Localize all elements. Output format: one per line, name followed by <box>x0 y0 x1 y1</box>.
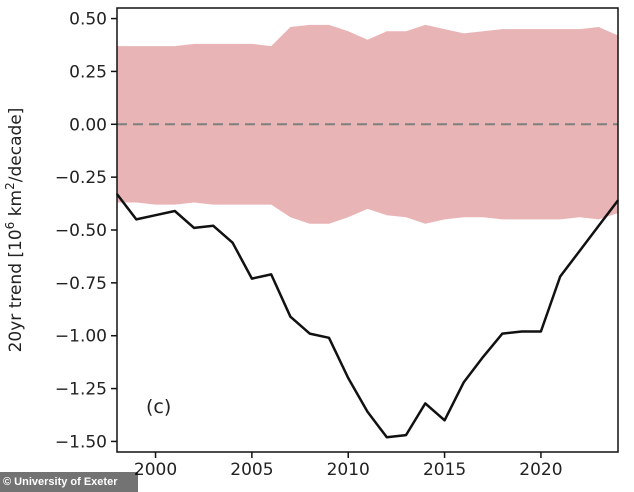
trend-point <box>443 419 446 422</box>
uncertainty-band <box>117 24 618 224</box>
trend-point <box>578 250 581 252</box>
trend-point <box>308 332 311 335</box>
x-tick-label: 2000 <box>134 460 177 480</box>
trend-point <box>385 436 388 439</box>
y-tick-label: −1.00 <box>55 327 107 347</box>
panel-label: (c) <box>146 396 171 418</box>
x-tick-label: 2005 <box>230 460 273 480</box>
y-tick-label: −0.50 <box>55 221 107 241</box>
x-tick-label: 2015 <box>423 460 466 480</box>
y-tick-label: 0.25 <box>69 62 107 82</box>
trend-point <box>251 277 253 280</box>
trend-point <box>520 330 523 333</box>
trend-point <box>231 241 234 244</box>
y-tick-label: −0.25 <box>55 168 107 188</box>
trend-point <box>501 332 504 335</box>
x-tick-label: 2020 <box>519 460 562 480</box>
trend-point <box>597 224 600 227</box>
trend-point <box>347 377 350 379</box>
trend-point <box>135 218 138 221</box>
trend-point <box>174 210 176 212</box>
y-axis-title-superscript: 6 <box>3 222 17 230</box>
trend-point <box>270 273 272 276</box>
y-tick-label: −1.50 <box>55 432 107 452</box>
trend-point <box>540 330 542 333</box>
y-axis-title-part: km <box>6 190 26 222</box>
trend-point <box>559 275 561 278</box>
y-axis-title-part: /decade] <box>6 108 26 183</box>
trend-point <box>482 356 484 358</box>
trend-point <box>193 227 195 229</box>
trend-point <box>366 411 369 413</box>
x-tick-label: 2010 <box>327 460 370 480</box>
trend-point <box>463 381 465 384</box>
y-tick-label: −0.75 <box>55 274 107 294</box>
trend-line <box>116 193 619 439</box>
uncertainty-band-layer <box>117 24 618 224</box>
trend-point <box>405 434 407 436</box>
y-tick-label: 0.00 <box>69 115 107 135</box>
y-tick-label: 0.50 <box>69 10 107 30</box>
y-axis-title-superscript: 2 <box>3 182 17 190</box>
y-axis-title: 20yr trend [106 km2/decade] <box>3 108 26 353</box>
y-axis-title-part: 20yr trend [10 <box>6 229 26 352</box>
trend-point <box>424 402 427 405</box>
trend-line-layer <box>116 193 619 439</box>
credit-watermark: © University of Exeter <box>0 472 138 492</box>
trend-point <box>212 224 215 227</box>
trend-point <box>154 214 157 216</box>
trend-point <box>289 315 292 318</box>
trend-point <box>328 337 330 339</box>
y-tick-label: −1.25 <box>55 380 107 400</box>
ticks-layer: 0.50 0.25 0.00 −0.25 −0.50 −0.75 −1.00 −1.25 −1.… <box>55 10 563 480</box>
